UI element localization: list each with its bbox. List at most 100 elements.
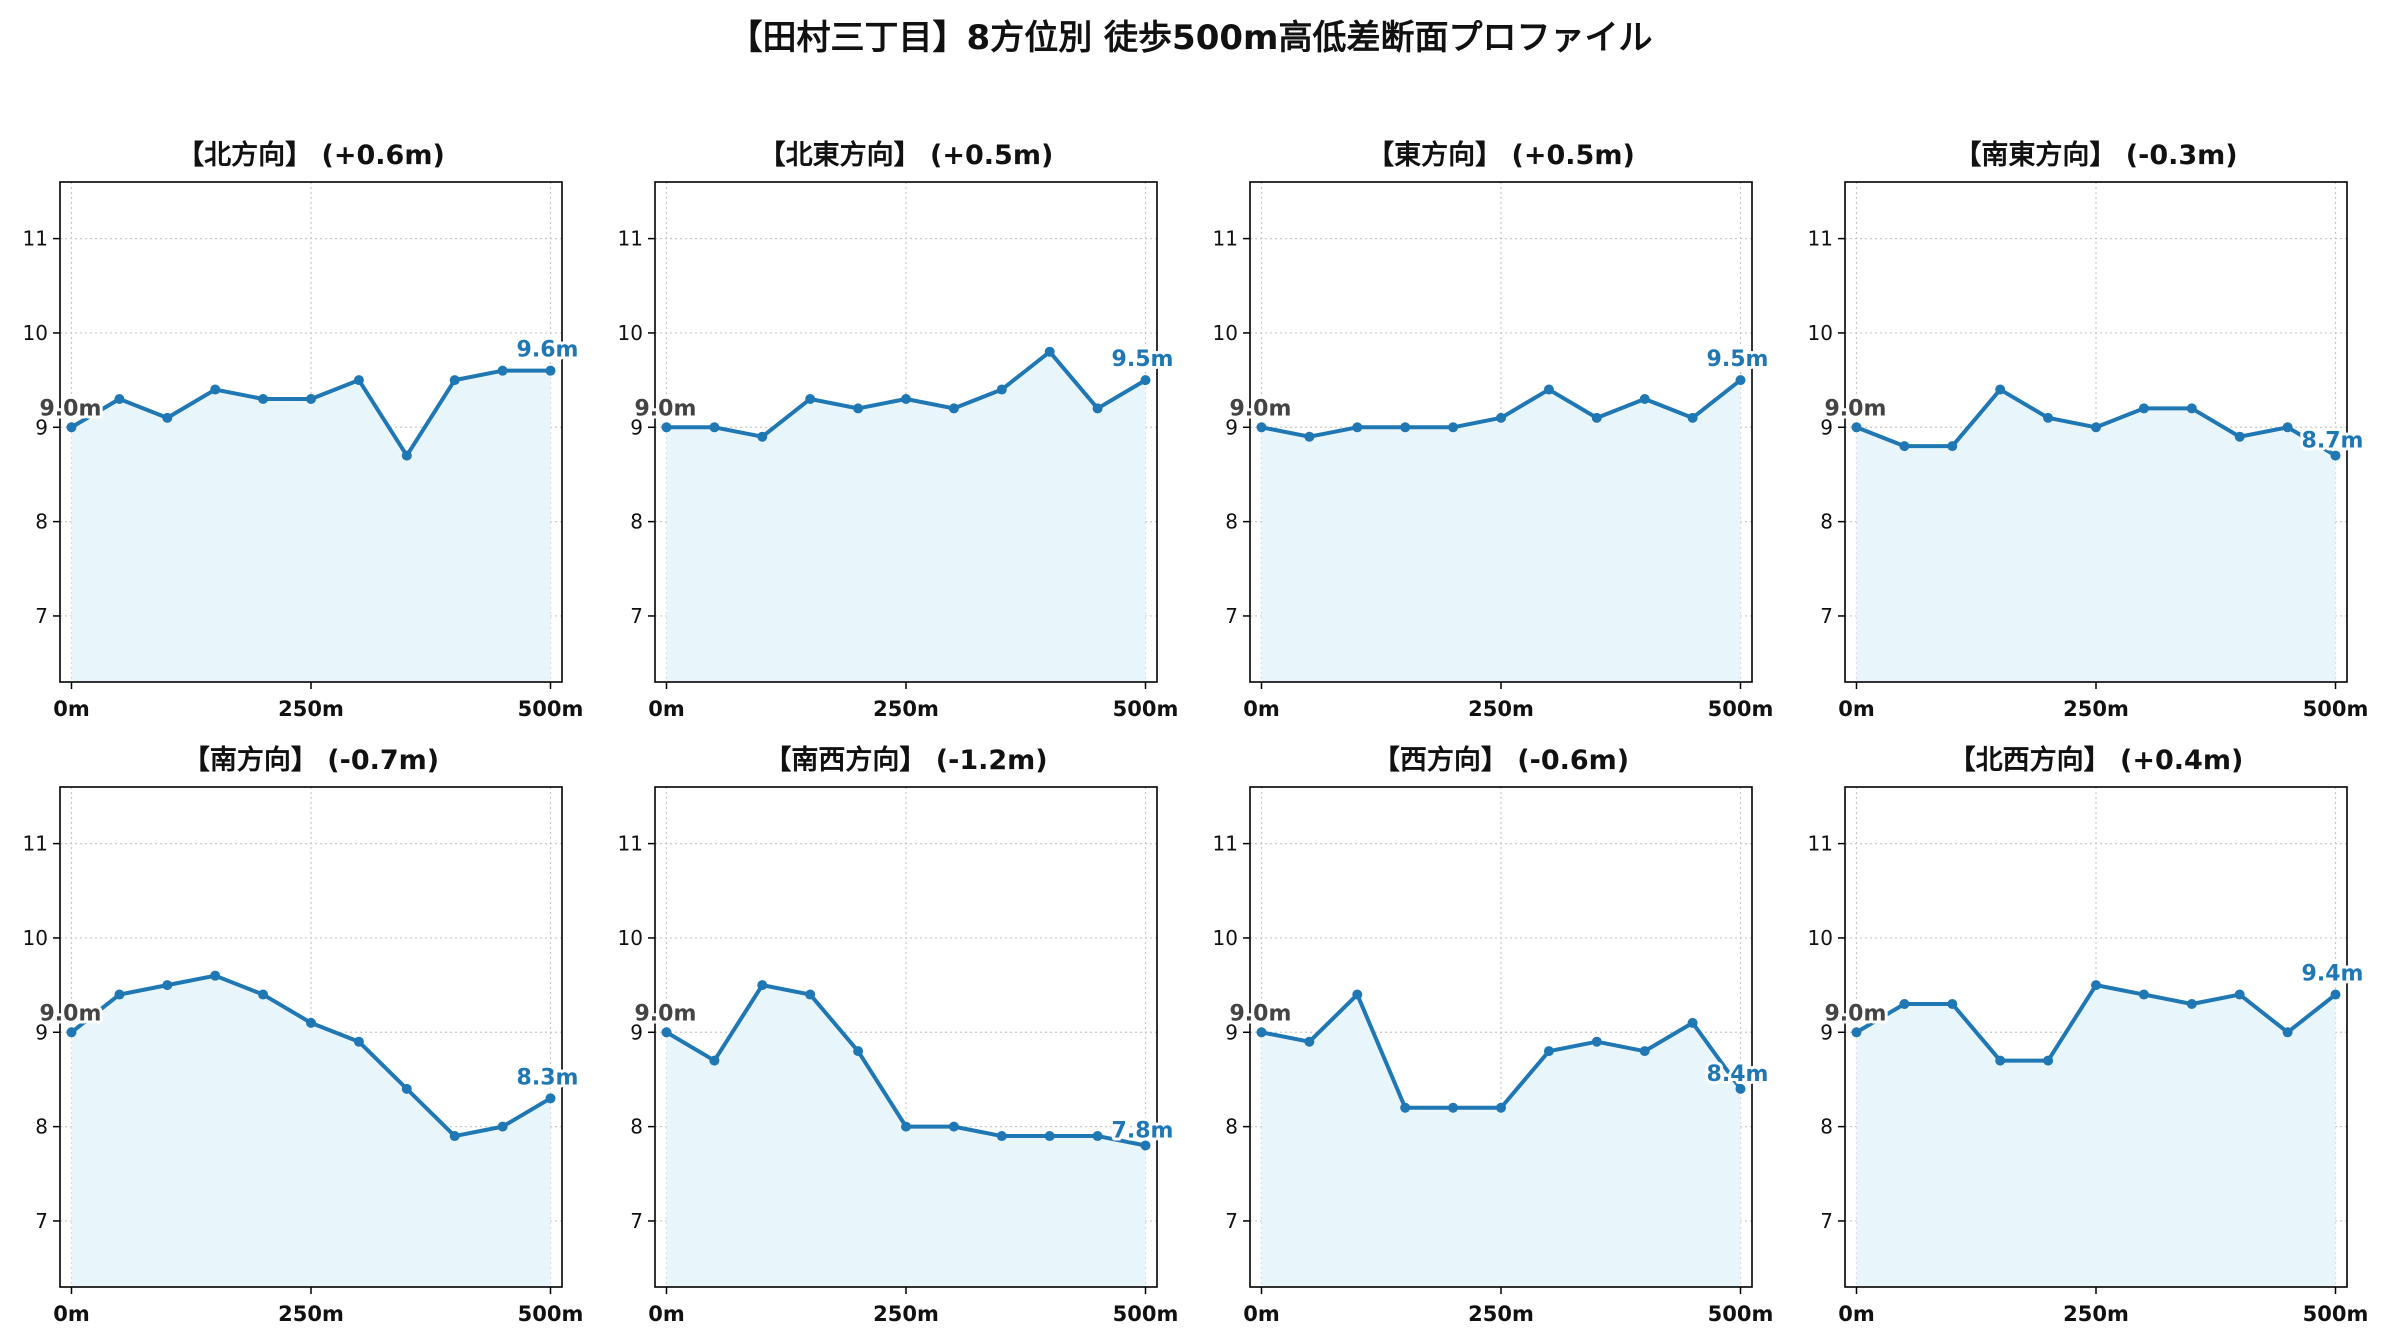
data-point (1543, 1046, 1554, 1057)
data-point (114, 393, 125, 404)
data-point (449, 375, 460, 386)
subplot-title: 【南東方向】 (-0.3m) (1954, 139, 2237, 171)
data-point (1639, 393, 1650, 404)
elevation-area (71, 370, 551, 682)
data-point (1687, 412, 1698, 423)
data-point (306, 393, 316, 404)
data-point (1140, 375, 1151, 386)
data-point (2282, 422, 2293, 433)
ytick-label: 11 (618, 832, 643, 856)
end-elevation-label: 8.4m (1707, 1062, 1769, 1087)
start-elevation-label: 9.0m (39, 1001, 101, 1026)
ytick-label: 11 (23, 227, 48, 251)
start-elevation-label: 9.0m (634, 396, 696, 421)
data-point (2282, 1027, 2293, 1038)
data-point (545, 1093, 556, 1104)
ytick-label: 7 (630, 1209, 643, 1233)
ytick-label: 9 (630, 1020, 643, 1044)
data-point (996, 1131, 1007, 1142)
elevation-area (666, 351, 1146, 682)
data-point (2043, 1055, 2054, 1066)
xtick-label: 500m (1113, 1302, 1179, 1326)
data-point (1256, 1027, 1267, 1038)
data-point (66, 422, 77, 433)
subplot-title: 【北方向】 (+0.6m) (177, 139, 445, 171)
data-point (2330, 989, 2341, 1000)
ytick-label: 10 (618, 321, 643, 345)
data-point (853, 403, 864, 414)
xtick-label: 0m (1838, 697, 1875, 721)
data-point (661, 1027, 672, 1038)
data-point (1899, 441, 1910, 452)
data-point (1092, 403, 1103, 414)
subplot: 【西方向】 (-0.6m) 7 8 9 10 11 0m 250m 500m 9.0m 8.4m (1213, 744, 1774, 1326)
ytick-label: 7 (35, 1209, 48, 1233)
subplot: 【南東方向】 (-0.3m) 7 8 9 10 11 0m 250m 500m 9.0m 8.7m (1808, 139, 2369, 721)
ytick-label: 8 (630, 510, 643, 534)
data-point (258, 393, 269, 404)
start-elevation-label: 9.0m (634, 1001, 696, 1026)
start-elevation-label: 9.0m (39, 396, 101, 421)
ytick-label: 11 (1808, 227, 1833, 251)
xtick-label: 250m (2063, 697, 2129, 721)
xtick-label: 0m (648, 697, 685, 721)
ytick-label: 9 (1820, 415, 1833, 439)
data-point (1687, 1017, 1698, 1028)
data-point (2186, 998, 2197, 1009)
data-point (948, 403, 959, 414)
elevation-area (1261, 380, 1741, 682)
data-point (1947, 998, 1958, 1009)
data-point (1092, 1131, 1103, 1142)
data-point (1735, 1083, 1746, 1094)
xtick-label: 500m (518, 1302, 584, 1326)
subplot: 【北東方向】 (+0.5m) 7 8 9 10 11 0m 250m 500m 9.0m 9.5m (618, 139, 1179, 721)
data-point (1256, 422, 1267, 433)
data-point (2138, 989, 2149, 1000)
data-point (497, 365, 508, 376)
xtick-label: 500m (2303, 697, 2369, 721)
data-point (210, 970, 221, 981)
ytick-label: 10 (1213, 321, 1238, 345)
subplot-title: 【北西方向】 (+0.4m) (1949, 744, 2244, 776)
end-elevation-label: 8.3m (517, 1065, 579, 1090)
subplot: 【南方向】 (-0.7m) 7 8 9 10 11 0m 250m 500m 9.0m 8.3m (23, 744, 584, 1326)
ytick-label: 10 (23, 321, 48, 345)
subplot-title: 【北東方向】 (+0.5m) (759, 139, 1054, 171)
ytick-label: 10 (1808, 926, 1833, 950)
xtick-label: 500m (2303, 1302, 2369, 1326)
xtick-label: 500m (518, 697, 584, 721)
subplot: 【北西方向】 (+0.4m) 7 8 9 10 11 0m 250m 500m 9.0m 9.4m (1808, 744, 2369, 1326)
subplot-title: 【南西方向】 (-1.2m) (764, 744, 1047, 776)
data-point (757, 431, 768, 442)
ytick-label: 7 (1225, 1209, 1238, 1233)
data-point (1899, 998, 1910, 1009)
data-point (449, 1131, 460, 1142)
data-point (1352, 422, 1363, 433)
data-point (757, 980, 768, 991)
xtick-label: 500m (1708, 1302, 1774, 1326)
data-point (1995, 1055, 2006, 1066)
elevation-area (1261, 994, 1741, 1287)
data-point (162, 412, 173, 423)
ytick-label: 9 (630, 415, 643, 439)
subplot-title: 【西方向】 (-0.6m) (1373, 744, 1629, 776)
elevation-area (71, 975, 551, 1287)
xtick-label: 0m (53, 1302, 90, 1326)
figure-title: 【田村三丁目】8方位別 徒歩500m高低差断面プロファイル (728, 18, 1653, 58)
ytick-label: 8 (35, 1115, 48, 1139)
data-point (1304, 431, 1315, 442)
ytick-label: 8 (1225, 510, 1238, 534)
xtick-label: 250m (278, 1302, 344, 1326)
ytick-label: 8 (35, 510, 48, 534)
data-point (1543, 384, 1554, 395)
ytick-label: 9 (1225, 415, 1238, 439)
xtick-label: 0m (1243, 1302, 1280, 1326)
xtick-label: 250m (2063, 1302, 2129, 1326)
ytick-label: 8 (630, 1115, 643, 1139)
ytick-label: 9 (1820, 1020, 1833, 1044)
data-point (401, 1083, 412, 1094)
data-point (114, 989, 125, 1000)
end-elevation-label: 7.8m (1112, 1118, 1174, 1143)
data-point (1735, 375, 1746, 386)
xtick-label: 0m (53, 697, 90, 721)
